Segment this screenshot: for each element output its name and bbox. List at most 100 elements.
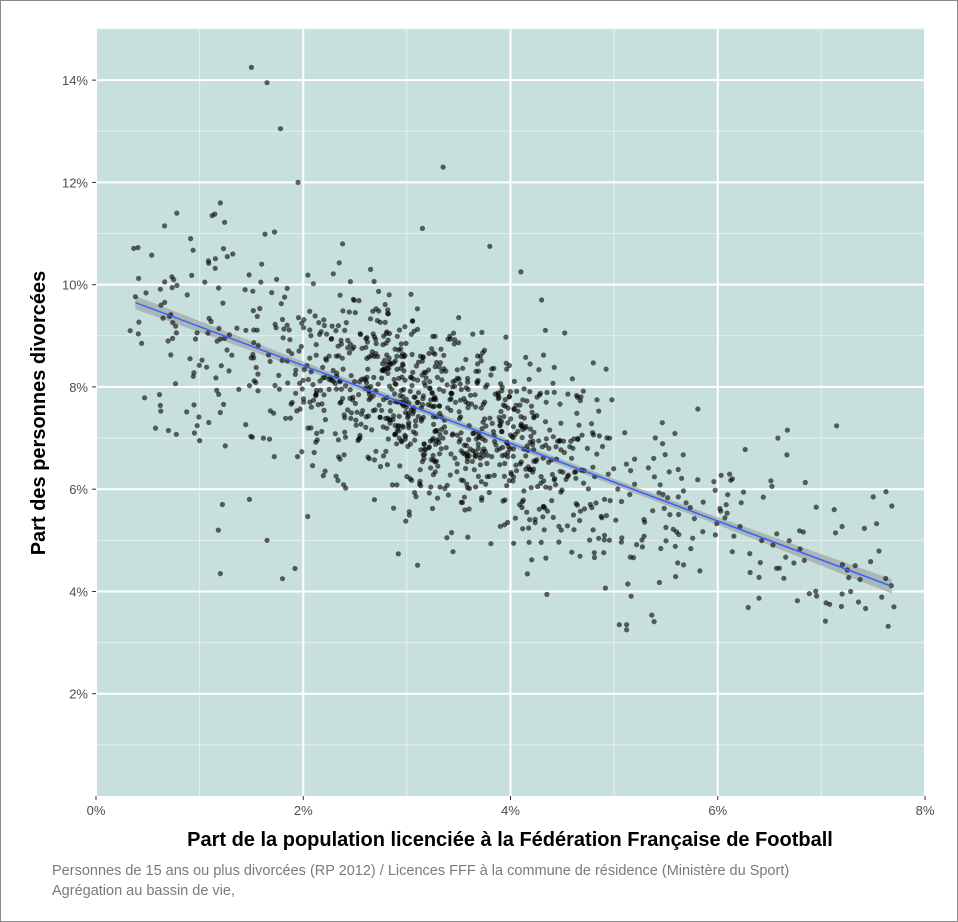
- data-point: [540, 352, 547, 358]
- data-point: [544, 389, 550, 396]
- data-point: [501, 473, 507, 479]
- data-point: [383, 448, 389, 454]
- data-point: [508, 416, 514, 422]
- data-point: [444, 482, 450, 488]
- data-point: [441, 352, 447, 358]
- data-point: [445, 336, 451, 342]
- data-point: [536, 438, 542, 444]
- data-point: [351, 344, 357, 350]
- data-point: [313, 352, 319, 358]
- data-point: [857, 576, 863, 583]
- data-point: [672, 543, 678, 549]
- data-point: [441, 424, 448, 430]
- data-point: [368, 352, 374, 359]
- data-point: [473, 436, 479, 442]
- data-point: [321, 322, 327, 329]
- data-point: [813, 588, 819, 594]
- data-point: [543, 399, 549, 405]
- data-point: [402, 324, 408, 330]
- data-point: [405, 415, 411, 421]
- data-point: [585, 486, 592, 492]
- data-point: [345, 407, 351, 413]
- data-point: [409, 383, 415, 389]
- data-point: [190, 247, 196, 253]
- data-point: [157, 286, 163, 292]
- data-point: [645, 465, 652, 471]
- data-point: [447, 472, 453, 478]
- data-point: [463, 465, 469, 472]
- data-point: [503, 360, 509, 366]
- data-point: [487, 243, 493, 249]
- data-point: [161, 223, 168, 229]
- data-point: [353, 417, 359, 423]
- data-point: [215, 527, 221, 533]
- data-point: [387, 400, 393, 406]
- data-point: [381, 397, 387, 403]
- data-point: [197, 438, 203, 444]
- data-point: [385, 415, 391, 421]
- data-point: [415, 390, 422, 396]
- data-point: [584, 445, 591, 451]
- data-point: [603, 513, 610, 519]
- data-point: [403, 340, 409, 346]
- data-point: [681, 562, 687, 568]
- data-point: [870, 494, 876, 500]
- data-point: [342, 429, 348, 435]
- data-point: [432, 333, 438, 339]
- data-point: [465, 386, 471, 392]
- data-point: [363, 344, 369, 350]
- data-point: [282, 294, 288, 300]
- data-point: [498, 408, 504, 415]
- data-point: [464, 481, 470, 487]
- data-point: [329, 323, 335, 329]
- data-point: [246, 272, 252, 278]
- data-point: [385, 436, 391, 442]
- data-point: [573, 475, 579, 481]
- data-point: [827, 601, 833, 607]
- data-point: [337, 456, 343, 462]
- data-point: [405, 422, 412, 428]
- x-axis-title: Part de la population licenciée à la Féd…: [187, 829, 833, 851]
- data-point: [187, 356, 193, 362]
- data-point: [457, 381, 463, 387]
- data-point: [401, 386, 407, 392]
- data-point: [510, 453, 516, 459]
- data-point: [439, 377, 445, 383]
- data-point: [634, 542, 640, 548]
- data-point: [305, 513, 311, 520]
- data-point: [313, 342, 319, 348]
- data-point: [475, 473, 481, 479]
- data-point: [269, 290, 275, 296]
- data-point: [722, 515, 728, 521]
- data-point: [503, 334, 509, 340]
- data-point: [542, 505, 548, 511]
- data-point: [609, 397, 615, 403]
- data-point: [428, 465, 434, 471]
- data-point: [399, 439, 405, 445]
- data-point: [550, 380, 556, 386]
- data-point: [335, 343, 341, 349]
- data-point: [436, 364, 442, 370]
- data-point: [292, 565, 298, 572]
- data-point: [289, 399, 295, 406]
- data-point: [431, 421, 437, 427]
- data-point: [742, 446, 748, 453]
- data-point: [396, 428, 402, 434]
- data-point: [801, 557, 807, 564]
- data-point: [341, 482, 347, 488]
- data-point: [488, 541, 494, 547]
- data-point: [524, 443, 530, 449]
- data-point: [319, 428, 325, 435]
- data-point: [426, 490, 432, 496]
- data-point: [577, 517, 583, 524]
- data-point: [281, 326, 287, 332]
- data-point: [216, 325, 222, 332]
- data-point: [673, 574, 679, 580]
- data-point: [665, 495, 671, 501]
- data-point: [529, 557, 535, 563]
- data-point: [524, 571, 531, 577]
- data-point: [398, 346, 404, 352]
- data-point: [432, 351, 438, 357]
- data-point: [396, 413, 402, 419]
- data-point: [173, 431, 179, 437]
